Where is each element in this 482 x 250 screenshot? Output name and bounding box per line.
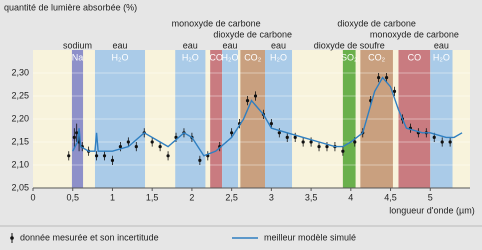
x-tick-label: 2	[189, 192, 194, 202]
data-point	[325, 145, 329, 149]
molecule-formula: SO₂	[341, 52, 358, 62]
data-point	[110, 158, 115, 162]
legend-symbol	[10, 236, 14, 240]
model-line	[72, 76, 463, 157]
molecule-formula: H₂O	[112, 52, 129, 62]
molecule-name: dioxyde de carbone	[337, 18, 416, 28]
data-point	[277, 131, 281, 135]
x-tick-label: 4,5	[384, 192, 397, 202]
molecule-formula: H₂O	[433, 52, 450, 62]
data-point	[67, 154, 71, 158]
x-tick-label: 0	[30, 192, 35, 202]
molecule-name: monoxyde de carbone	[370, 29, 459, 39]
molecule-name: dioxyde de carbone	[213, 29, 292, 39]
molecule-formula: CO₂	[368, 52, 386, 62]
x-tick-label: 4	[348, 192, 353, 202]
data-point	[301, 140, 305, 144]
molecule-name: eau	[271, 40, 286, 50]
data-point	[341, 149, 345, 153]
data-point	[440, 140, 444, 144]
data-point	[392, 89, 397, 93]
data-point	[126, 140, 130, 144]
data-point	[230, 131, 234, 135]
data-point	[75, 131, 79, 135]
y-tick-label: 2,15	[11, 136, 29, 146]
data-point	[317, 145, 321, 149]
x-tick-label: 3	[269, 192, 274, 202]
data-point	[245, 99, 250, 103]
data-point	[269, 122, 273, 126]
molecule-name: eau	[112, 40, 127, 50]
y-tick-label: 2,30	[11, 67, 29, 77]
data-point	[102, 154, 107, 158]
data-point	[198, 158, 202, 162]
x-tick-label: 3,5	[305, 192, 318, 202]
legend-label: donnée mesurée et son incertitude	[20, 232, 159, 242]
data-point	[72, 135, 76, 139]
molecule-name: dioxyde de soufre	[314, 40, 385, 50]
x-tick-label: 1,5	[146, 192, 159, 202]
y-tick-label: 2,25	[11, 90, 29, 100]
data-point	[384, 76, 389, 80]
data-point	[253, 94, 258, 98]
molecule-name: sodium	[63, 40, 92, 50]
molecule-name: eau	[223, 40, 238, 50]
legend-label: meilleur modèle simulé	[264, 232, 356, 242]
molecule-name: eau	[434, 40, 449, 50]
molecule-name: monoxyde de carbone	[172, 18, 261, 28]
data-point	[432, 135, 436, 139]
data-point	[293, 135, 297, 139]
x-tick-label: 0,5	[66, 192, 79, 202]
molecule-formula: H₂O	[270, 52, 287, 62]
data-point	[166, 154, 170, 158]
molecule-name: eau	[183, 40, 198, 50]
molecule-formula: Na	[72, 52, 84, 62]
data-point	[94, 154, 99, 158]
x-tick-label: 2,5	[225, 192, 238, 202]
data-point	[448, 140, 452, 144]
x-tick-label: 5	[428, 192, 433, 202]
y-tick-label: 2,20	[11, 113, 29, 123]
molecule-formula: H₂O	[182, 52, 199, 62]
data-point	[309, 140, 313, 144]
molecule-formula: CO₂	[244, 52, 262, 62]
x-axis-label: longueur d'onde (µm)	[389, 205, 474, 215]
data-point	[118, 145, 122, 149]
x-tick-label: 1	[110, 192, 115, 202]
y-axis-label: quantité de lumière absorbée (%)	[4, 2, 137, 12]
y-tick-label: 2,05	[11, 182, 29, 192]
data-point	[158, 145, 162, 149]
data-point	[134, 145, 138, 149]
molecule-formula: CO	[209, 52, 223, 62]
y-tick-label: 2,10	[11, 159, 29, 169]
molecule-formula: H₂O	[222, 52, 239, 62]
data-point	[377, 76, 381, 80]
molecule-formula: CO	[408, 52, 422, 62]
data-point	[150, 140, 154, 144]
data-point	[285, 135, 289, 139]
data-point	[353, 140, 357, 144]
